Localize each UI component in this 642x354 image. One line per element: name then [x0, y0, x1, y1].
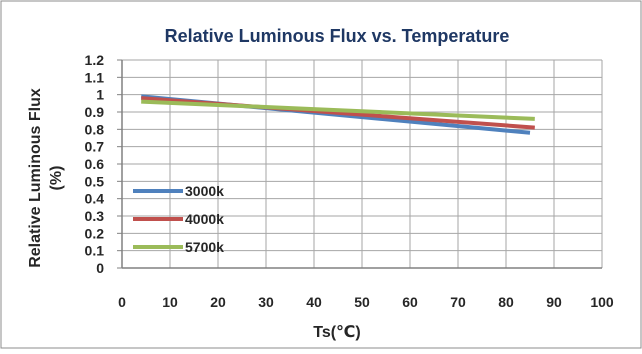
- y-tick-label: 0: [96, 260, 104, 276]
- legend: 3000k 4000k 5700k: [133, 183, 224, 255]
- legend-label-3000k: 3000k: [185, 183, 224, 199]
- y-tick-label: 0.7: [85, 139, 105, 155]
- x-tick-label: 20: [210, 294, 226, 310]
- x-tick-label: 60: [402, 294, 418, 310]
- y-tick-label: 0.6: [85, 156, 105, 172]
- x-tick-label: 70: [450, 294, 466, 310]
- tick-labels: 00.10.20.30.40.50.60.70.80.911.11.20 10 20…: [85, 52, 614, 310]
- x-tick-label: 0: [118, 294, 126, 310]
- y-tick-label: 0.5: [85, 173, 105, 189]
- y-axis-title-line: Relative Luminous Flux: [27, 88, 44, 268]
- y-tick-label: 0.4: [85, 191, 105, 207]
- grid: [122, 59, 603, 268]
- axes: [117, 59, 602, 269]
- y-tick-label: 0.2: [85, 225, 105, 241]
- legend-label-5700k: 5700k: [185, 239, 224, 255]
- y-tick-label: 1.1: [85, 69, 105, 85]
- y-tick-label: 0.9: [85, 104, 105, 120]
- y-tick-label: 1.2: [85, 52, 105, 68]
- x-tick-label: 50: [354, 294, 370, 310]
- x-tick-label: 80: [498, 294, 514, 310]
- y-tick-label: 0.1: [85, 243, 105, 259]
- x-tick-label: 40: [306, 294, 322, 310]
- x-tick-label: 30: [258, 294, 274, 310]
- chart-title: Relative Luminous Flux vs. Temperature: [165, 26, 510, 46]
- y-axis-title-line: (%): [48, 166, 65, 191]
- series-line-5700k: [141, 99, 535, 121]
- legend-label-4000k: 4000k: [185, 211, 224, 227]
- x-tick-label: 100: [590, 294, 614, 310]
- series-lines: [141, 94, 535, 135]
- x-tick-label: 10: [162, 294, 178, 310]
- y-tick-label: 0.8: [85, 121, 105, 137]
- x-tick-label: 90: [546, 294, 562, 310]
- y-tick-label: 0.3: [85, 208, 105, 224]
- y-tick-label: 1: [96, 87, 104, 103]
- y-axis-title: Relative Luminous Flux (%): [27, 88, 65, 268]
- x-axis-title: Ts(℃): [313, 324, 361, 341]
